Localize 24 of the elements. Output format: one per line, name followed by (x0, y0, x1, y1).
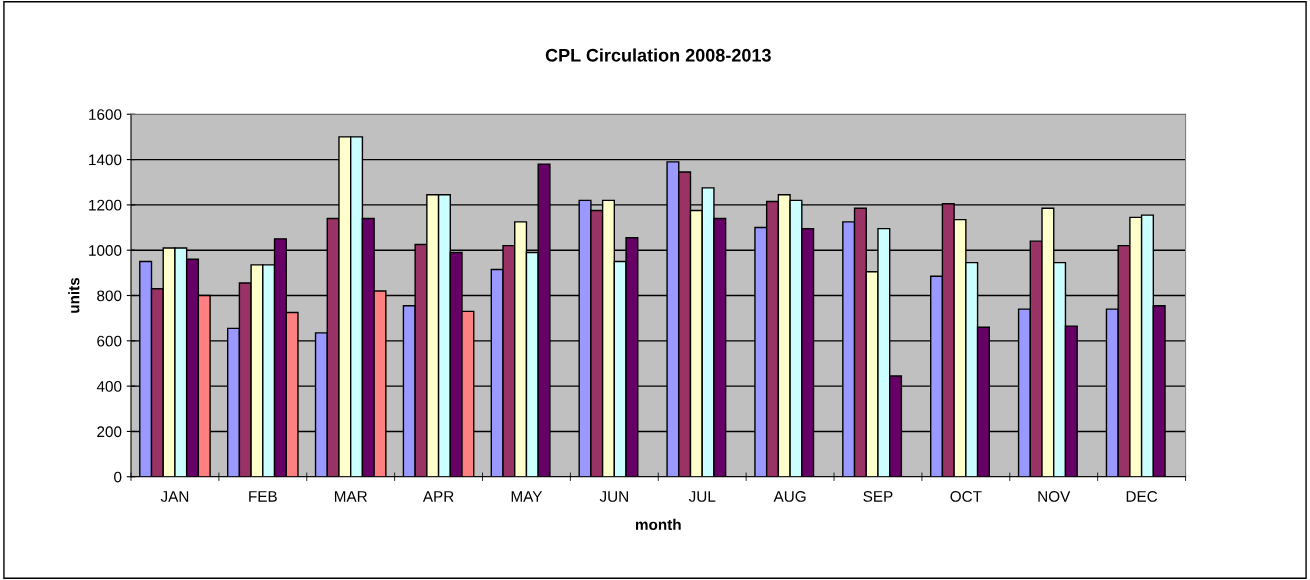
x-tick-label: DEC (1126, 491, 1158, 502)
x-tick-label: NOV (1038, 491, 1071, 502)
y-tick-label: 800 (97, 290, 122, 302)
y-tick-label: 1600 (89, 109, 122, 120)
x-tick-label: MAR (334, 491, 367, 502)
x-tick-label: APR (422, 491, 454, 502)
y-tick-label: 1400 (89, 154, 122, 166)
x-tick-label: FEB (249, 491, 277, 502)
y-tick-label: 400 (96, 381, 122, 392)
y-tick-label: 600 (97, 335, 122, 347)
x-tick-label: OCT (950, 491, 982, 502)
y-axis-title: units (68, 277, 80, 313)
y-tick-label: 1000 (89, 245, 122, 256)
x-tick-label: AUG (773, 491, 806, 502)
x-tick-label: JUN (599, 491, 628, 502)
x-tick-label: MAY (511, 491, 543, 502)
x-tick-label: JUL (688, 491, 716, 502)
x-tick-label: SEP (863, 491, 893, 502)
x-axis-title: month (635, 518, 681, 530)
x-tick-label: JAN (160, 491, 189, 502)
y-tick-label: 0 (114, 471, 122, 483)
y-tick-label: 200 (97, 426, 122, 438)
chart-title: CPL Circulation 2008-2013 (545, 48, 771, 62)
y-tick-label: 1200 (89, 199, 122, 211)
